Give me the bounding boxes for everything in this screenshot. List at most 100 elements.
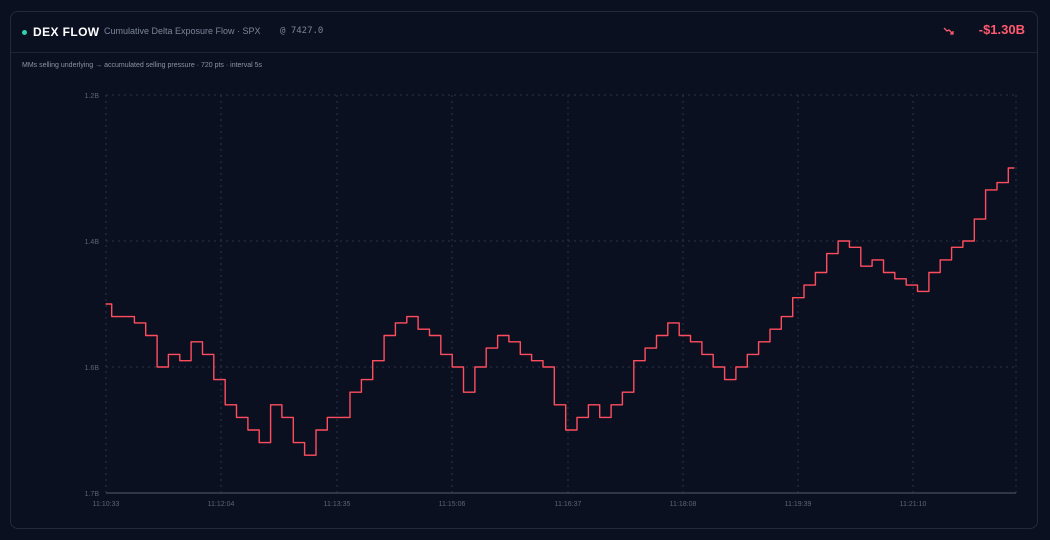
panel-title: DEX FLOW xyxy=(33,25,100,39)
data-point xyxy=(332,416,334,418)
data-point xyxy=(809,284,811,286)
data-point xyxy=(128,316,130,318)
data-point xyxy=(888,271,890,274)
data-point xyxy=(502,334,504,337)
data-point xyxy=(150,334,152,337)
data-point xyxy=(604,416,607,418)
data-point xyxy=(843,240,845,242)
data-point xyxy=(593,404,595,406)
data-point xyxy=(434,334,436,337)
data-point xyxy=(570,429,572,431)
data-point xyxy=(741,366,743,368)
data-point xyxy=(865,265,868,267)
panel-subtitle: Cumulative Delta Exposure Flow · SPX xyxy=(104,26,261,36)
data-point xyxy=(956,246,958,248)
data-point xyxy=(207,353,209,355)
data-point xyxy=(184,360,186,362)
y-tick-label: 1.6B xyxy=(85,365,100,372)
data-point xyxy=(468,391,470,393)
x-tick-label: 11:16:37 xyxy=(555,501,582,508)
x-tick-label: 11:21:10 xyxy=(900,501,927,508)
data-point xyxy=(445,353,448,355)
data-point xyxy=(343,416,345,418)
data-point xyxy=(582,416,584,418)
data-point xyxy=(911,284,913,286)
data-point xyxy=(514,341,516,343)
data-point xyxy=(854,246,856,248)
data-point xyxy=(366,379,368,381)
data-point xyxy=(627,391,629,393)
data-point xyxy=(752,353,754,355)
data-point xyxy=(820,271,822,274)
data-point xyxy=(718,366,720,368)
data-point xyxy=(548,366,550,368)
x-tick-label: 11:15:06 xyxy=(439,501,466,508)
x-tick-label: 11:12:04 xyxy=(208,501,235,508)
data-point xyxy=(877,259,879,261)
data-point xyxy=(831,253,834,255)
data-point xyxy=(321,429,323,431)
data-point xyxy=(763,341,765,343)
data-point xyxy=(309,454,311,456)
data-point xyxy=(480,366,482,368)
data-point xyxy=(650,347,652,349)
data-point xyxy=(457,366,459,368)
data-point xyxy=(298,442,300,444)
data-point xyxy=(684,334,686,337)
data-point xyxy=(559,404,561,406)
data-point xyxy=(536,360,538,362)
x-tick-label: 11:19:39 xyxy=(785,501,812,508)
y-tick-label: 1.7B xyxy=(85,491,100,498)
data-point xyxy=(661,334,663,337)
data-point xyxy=(162,366,164,368)
data-point xyxy=(287,416,289,418)
data-point xyxy=(355,391,357,393)
data-point xyxy=(695,341,697,343)
data-point xyxy=(491,347,493,349)
data-point xyxy=(230,404,232,406)
data-point xyxy=(275,404,277,406)
data-point xyxy=(797,297,800,299)
data-point xyxy=(899,278,902,280)
data-point xyxy=(264,442,266,444)
data-point xyxy=(979,218,981,220)
data-point xyxy=(525,353,527,355)
chart-description: MMs selling underlying → accumulated sel… xyxy=(22,62,263,69)
x-tick-label: 11:18:08 xyxy=(670,501,697,508)
data-point xyxy=(218,379,221,381)
dex-flow-panel: DEX FLOW Cumulative Delta Exposure Flow … xyxy=(10,11,1038,529)
data-point xyxy=(389,334,391,337)
data-point xyxy=(196,341,198,343)
trend-down-icon xyxy=(943,27,954,35)
data-point xyxy=(252,429,255,431)
data-point xyxy=(786,316,788,318)
data-point xyxy=(616,404,618,406)
x-tick-label: 11:10:33 xyxy=(93,501,120,508)
data-point xyxy=(1013,167,1015,169)
data-point xyxy=(933,271,936,274)
panel-header: DEX FLOW Cumulative Delta Exposure Flow … xyxy=(11,12,1037,53)
data-point xyxy=(775,328,777,330)
status-dot-icon xyxy=(22,30,27,35)
series-line xyxy=(106,167,1014,456)
spx-price: @ 7427.0 xyxy=(280,26,324,36)
x-tick-label: 11:13:35 xyxy=(324,501,351,508)
data-point xyxy=(1002,182,1004,184)
data-point xyxy=(377,360,379,362)
data-point xyxy=(105,303,107,305)
data-point xyxy=(173,353,175,355)
data-point xyxy=(706,353,709,355)
data-point xyxy=(922,290,924,292)
data-point xyxy=(968,240,970,242)
data-point xyxy=(423,328,425,330)
data-point xyxy=(638,360,641,362)
data-point xyxy=(990,189,992,191)
data-point xyxy=(116,316,118,318)
data-point xyxy=(241,416,243,418)
data-point xyxy=(400,322,402,324)
data-point xyxy=(411,316,413,318)
data-point xyxy=(729,379,731,381)
data-point xyxy=(672,322,675,324)
data-point xyxy=(139,322,141,324)
